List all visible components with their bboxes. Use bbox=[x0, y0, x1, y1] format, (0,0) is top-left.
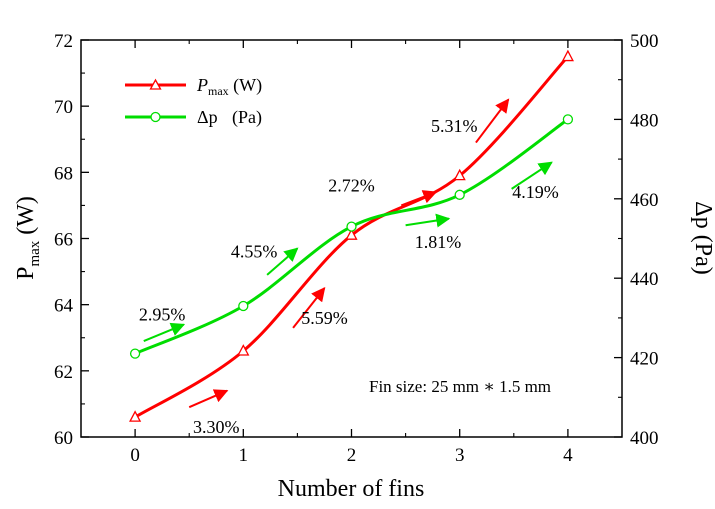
x-tick-label: 4 bbox=[563, 445, 573, 466]
legend: Pmax (W) Δp (Pa) bbox=[125, 75, 262, 128]
annotation-percent-label: 3.30% bbox=[193, 417, 240, 437]
right-y-tick-label: 480 bbox=[630, 110, 659, 131]
data-point-pmax bbox=[237, 344, 250, 356]
annotation-arrow bbox=[266, 247, 299, 276]
legend-label-pmax-main: P bbox=[196, 75, 208, 95]
data-point-dp bbox=[129, 348, 141, 359]
left-y-tick-label: 60 bbox=[54, 428, 73, 449]
data-point-dp bbox=[454, 189, 465, 200]
right-y-tick-label: 460 bbox=[630, 190, 659, 211]
right-y-axis-title: Δp (Pa) bbox=[690, 201, 715, 274]
annotation-arrow bbox=[292, 287, 326, 329]
data-point-pmax bbox=[561, 49, 574, 62]
annotation-arrow bbox=[511, 161, 553, 190]
right-y-tick-label: 500 bbox=[630, 31, 659, 52]
annotation-layer: 3.30% 2.95% 5.59% 4.55% 2.72% 1.81% 5.31% 4.19% bbox=[139, 98, 559, 437]
series-layer bbox=[129, 49, 574, 422]
annotation-percent-label: 4.19% bbox=[512, 182, 559, 202]
annotation-percent-label: 2.95% bbox=[139, 305, 186, 325]
x-axis: 0 1 2 3 4 bbox=[130, 40, 573, 466]
data-point-pmax bbox=[453, 168, 466, 181]
right-y-tick-label: 400 bbox=[630, 428, 659, 449]
right-y-tick-label: 440 bbox=[630, 269, 659, 290]
data-point-dp bbox=[346, 221, 357, 232]
x-tick-label: 0 bbox=[130, 445, 140, 466]
annotation-arrow bbox=[475, 98, 510, 144]
annotation-arrow bbox=[400, 190, 438, 207]
left-y-axis-title-main: P bbox=[13, 267, 39, 280]
left-y-tick-label: 70 bbox=[54, 97, 73, 118]
annotation-arrow bbox=[143, 322, 186, 342]
data-point-dp bbox=[562, 114, 574, 125]
annotation-percent-label: 1.81% bbox=[415, 232, 462, 252]
left-y-tick-label: 68 bbox=[54, 163, 73, 184]
annotation-arrow bbox=[405, 213, 451, 228]
annotation-percent-label: 2.72% bbox=[328, 176, 375, 196]
legend-label-pmax-unit: (W) bbox=[229, 75, 262, 96]
fin-size-note: Fin size: 25 mm ∗ 1.5 mm bbox=[369, 377, 551, 396]
left-y-axis-title: Pmax (W) bbox=[13, 196, 43, 280]
data-point-pmax bbox=[345, 228, 358, 240]
annotation-percent-label: 5.31% bbox=[431, 116, 478, 136]
annotation-arrow bbox=[188, 389, 229, 409]
left-y-tick-label: 64 bbox=[54, 296, 74, 317]
legend-marker-dp bbox=[150, 111, 161, 123]
legend-label-pmax: Pmax (W) bbox=[196, 75, 262, 98]
legend-label-dp-main: Δp bbox=[197, 107, 218, 127]
legend-label-dp: Δp (Pa) bbox=[197, 107, 262, 128]
data-point-pmax bbox=[129, 410, 142, 422]
legend-label-dp-unit: (Pa) bbox=[232, 107, 262, 128]
left-y-tick-label: 66 bbox=[54, 230, 73, 251]
annotation-percent-label: 4.55% bbox=[231, 242, 278, 262]
left-y-tick-label: 62 bbox=[54, 362, 73, 383]
x-tick-label: 2 bbox=[347, 445, 357, 466]
right-y-axis: 400 420 440 460 480 500 bbox=[614, 31, 659, 449]
legend-marker-pmax bbox=[149, 78, 162, 90]
legend-label-pmax-sub: max bbox=[208, 84, 229, 98]
left-y-axis: 60 62 64 66 68 70 72 bbox=[54, 31, 89, 449]
left-y-axis-title-unit: (W) bbox=[13, 196, 39, 241]
annotation-percent-label: 5.59% bbox=[301, 308, 348, 328]
x-tick-label: 1 bbox=[239, 445, 249, 466]
right-y-tick-label: 420 bbox=[630, 349, 659, 370]
x-axis-title: Number of fins bbox=[278, 476, 425, 502]
x-tick-label: 3 bbox=[455, 445, 465, 466]
data-point-dp bbox=[238, 300, 249, 312]
left-y-tick-label: 72 bbox=[54, 31, 73, 52]
left-y-axis-title-sub: max bbox=[27, 240, 43, 266]
